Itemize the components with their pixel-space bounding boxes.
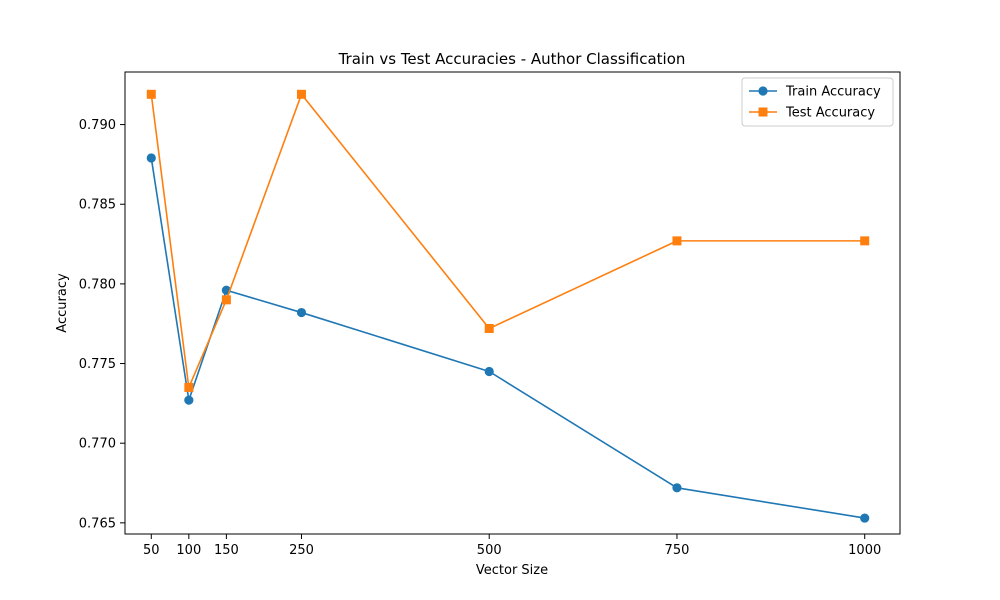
y-tick-label: 0.770 [79, 437, 116, 452]
train-accuracy-point [184, 395, 194, 405]
y-tick-label: 0.765 [79, 516, 116, 531]
x-tick-label: 50 [143, 543, 160, 558]
x-tick-label: 750 [665, 543, 690, 558]
y-tick-label: 0.775 [79, 357, 116, 372]
legend-box [741, 77, 894, 127]
x-tick-label: 100 [176, 543, 201, 558]
x-tick-label: 500 [477, 543, 502, 558]
train-accuracy-point [672, 483, 682, 493]
train-accuracy-point [860, 513, 870, 523]
chart-title: Train vs Test Accuracies - Author Classi… [338, 50, 686, 68]
train-accuracy-point [146, 153, 156, 163]
legend-test-label: Test Accuracy [785, 106, 875, 121]
axes-frame [124, 71, 901, 535]
x-tick-label: 250 [289, 543, 314, 558]
y-tick-label: 0.790 [79, 118, 116, 133]
y-tick-label: 0.780 [79, 277, 116, 292]
test-accuracy-point [672, 236, 682, 246]
test-accuracy-point [221, 295, 231, 305]
legend-train-marker [758, 86, 768, 96]
legend-test-marker [758, 107, 768, 117]
test-accuracy-point [860, 236, 870, 246]
y-axis-label: Accuracy [55, 273, 70, 333]
test-accuracy-point [296, 89, 306, 99]
train-accuracy-point [484, 366, 494, 377]
test-accuracy-point [484, 323, 494, 333]
test-accuracy-point [184, 382, 194, 392]
legend: Train Accuracy Test Accuracy [741, 77, 894, 127]
plot-area: 50 100 150 250 500 750 1000 0.765 0.770 0.775 0.78… [79, 71, 901, 558]
x-axis-label: Vector Size [476, 563, 548, 578]
test-accuracy-point [146, 89, 156, 99]
x-tick-label: 150 [214, 543, 239, 558]
legend-train-label: Train Accuracy [785, 85, 881, 100]
x-tick-label: 1000 [848, 543, 881, 558]
y-tick-label: 0.785 [79, 198, 116, 213]
train-accuracy-point [296, 307, 307, 318]
